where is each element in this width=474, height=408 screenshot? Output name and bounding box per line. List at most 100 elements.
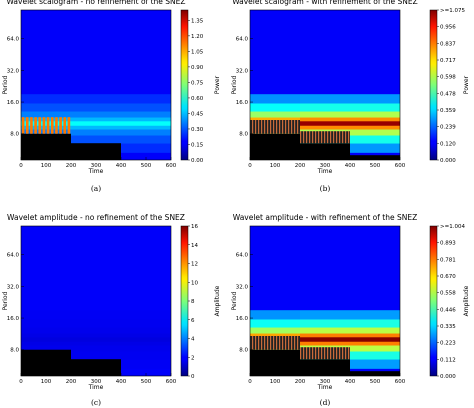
panel-4: Wavelet amplitude - with refinement of t… [231,213,470,407]
colorbar-tick-label: 0.446 [440,307,456,313]
colorbar-tick-label: 1.05 [191,49,204,55]
colorbar-label: Amplitude [463,285,470,316]
x-tick-label: 500 [141,163,152,169]
edge-artifact [42,117,46,134]
colorbar-tick-label: 0.893 [440,241,456,247]
y-tick-label: 64.0 [7,253,20,259]
colorbar-tick-label: 0.558 [440,291,456,297]
colorbar-label: Power [214,75,221,94]
colorbar-tick-label: 12 [191,262,198,268]
x-tick-label: 300 [320,379,331,385]
panel-caption: (c) [91,398,101,407]
colorbar-label: Amplitude [214,285,221,316]
y-tick-label: 8.0 [10,348,19,354]
colorbar-tick-label: 16 [191,224,198,230]
ridge-band-2-5 [300,121,350,126]
edge-artifact [46,117,50,134]
colorbar-tick-label: 0 [191,374,195,380]
edge-artifact [67,117,71,134]
colorbar-tick-label: 0.75 [191,80,204,86]
x-tick-label: 600 [395,379,406,385]
x-tick-label: 500 [370,379,381,385]
colorbar-tick-label: 14 [191,243,198,249]
x-tick-label: 100 [270,163,281,169]
colorbar-tick-label: 8 [191,299,195,305]
colorbar-tick-label: 0.359 [440,108,456,114]
colorbar-tick-label: 0.90 [191,65,204,71]
y-tick-label: 32.0 [236,68,249,74]
y-tick-label: 64.0 [236,37,249,43]
panel-1: Wavelet scalogram - no refinement of the… [2,0,221,193]
colorbar-tick-label: 0.956 [440,25,456,31]
panel-title: Wavelet amplitude - no refinement of the… [7,213,185,222]
y-axis-label: Period [231,291,238,310]
colorbar-tick-label: 0.15 [191,142,204,148]
refinement-zone-1 [250,336,300,350]
x-tick-label: 600 [395,163,406,169]
x-tick-label: 500 [141,379,152,385]
edge-artifact [38,117,42,134]
x-tick-label: 200 [66,163,77,169]
ridge-band-1-5 [21,337,71,342]
panel-title: Wavelet amplitude - with refinement of t… [233,213,417,222]
x-tick-label: 200 [66,379,77,385]
y-tick-label: 8.0 [10,132,19,138]
edge-artifact [25,117,29,134]
y-tick-label: 64.0 [7,37,20,43]
colorbar-tick-label: 0.837 [440,41,456,47]
x-tick-label: 0 [19,379,23,385]
y-tick-label: 16.0 [7,100,20,106]
colorbar-tick-label: 0.112 [440,357,456,363]
masked-region-2 [71,143,121,160]
masked-region-1 [250,349,300,376]
colorbar-tick-label: 1.20 [191,34,204,40]
colorbar-tick-label: >=1.075 [440,8,465,14]
x-tick-label: 400 [345,163,356,169]
x-tick-label: 0 [19,163,23,169]
x-axis-label: Time [88,384,104,391]
x-tick-label: 100 [270,379,281,385]
colorbar-tick-label: 2 [191,355,195,361]
edge-artifact [50,117,54,134]
colorbar-tick-label: 0.45 [191,111,204,117]
colorbar-tick-label: 0.478 [440,91,456,97]
edge-artifact [55,117,58,134]
y-axis-label: Period [2,75,9,94]
masked-region-1 [21,133,71,160]
x-tick-label: 500 [370,163,381,169]
x-tick-label: 400 [116,163,127,169]
masked-region-2 [300,359,350,376]
x-tick-label: 400 [116,379,127,385]
colorbar-tick-label: 6 [191,318,195,324]
x-tick-label: 200 [295,163,306,169]
colorbar-tick-label: 0.717 [440,58,456,64]
edge-artifact [63,117,67,134]
ridge-band-3-5 [350,121,400,126]
panel-caption: (b) [320,184,331,193]
x-axis-label: Time [317,384,333,391]
colorbar-tick-label: 0.781 [440,257,456,263]
x-tick-label: 400 [345,379,356,385]
colorbar-tick-label: 0.60 [191,96,204,102]
y-tick-label: 16.0 [236,316,249,322]
ridge-band-1-5 [21,121,71,126]
ridge-band-3-5 [350,337,400,342]
panel-2: Wavelet scalogram - with refinement of t… [231,0,470,193]
refinement-zone-1 [250,120,300,134]
refinement-zone-2 [300,131,350,144]
panel-title: Wavelet scalogram - with refinement of t… [232,0,418,6]
panel-3: Wavelet amplitude - no refinement of the… [2,213,221,407]
y-tick-label: 32.0 [236,284,249,290]
y-tick-label: 32.0 [7,68,20,74]
ridge-band-2-5 [300,337,350,342]
ridge-band-3-5 [121,121,171,126]
refinement-zone-2 [300,347,350,360]
edge-artifact [30,117,33,134]
x-tick-label: 0 [248,379,252,385]
x-tick-label: 0 [248,163,252,169]
colorbar-tick-label: 0.239 [440,125,456,131]
ridge-band-2-5 [71,337,121,342]
x-tick-label: 200 [295,379,306,385]
panel-caption: (a) [91,184,101,193]
